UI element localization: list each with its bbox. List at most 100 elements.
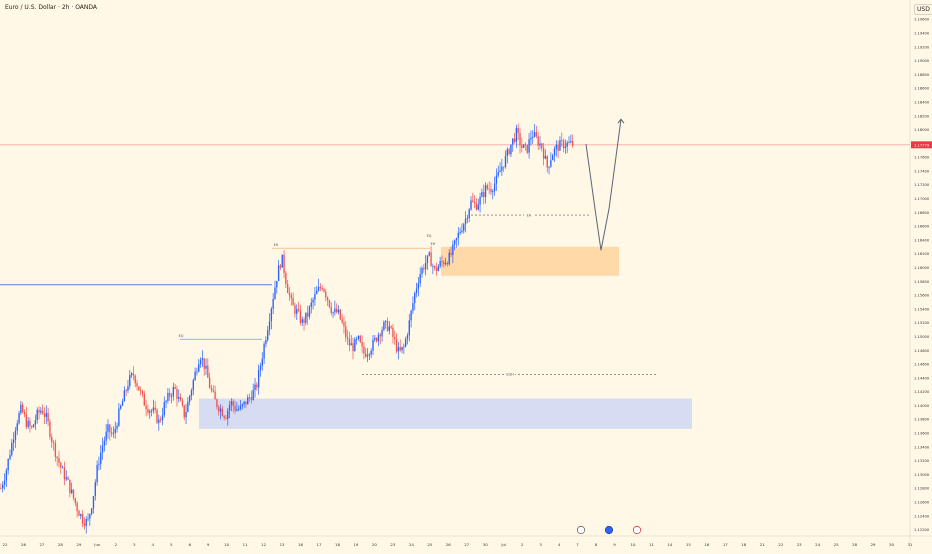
candle-body (562, 140, 565, 148)
candle-body (341, 319, 343, 323)
candle-body (110, 432, 113, 434)
price-tick-label: 1.12800 (914, 487, 930, 491)
candle-body (435, 267, 438, 271)
candle-body (463, 224, 465, 231)
candle-body (417, 283, 420, 289)
high-label: EH (274, 243, 279, 247)
price-tick-label: 1.19200 (914, 45, 930, 49)
candle-body (559, 140, 561, 151)
candle-body (296, 309, 298, 314)
projection-path (585, 119, 622, 251)
candle-body (150, 410, 153, 412)
candle-body (421, 267, 423, 275)
candle-body (370, 350, 372, 355)
candle-body (332, 312, 334, 314)
candle-body (107, 424, 109, 432)
time-tick-label: 30 (483, 542, 488, 547)
candle-body (334, 308, 336, 313)
candle-body (270, 308, 273, 322)
candle-body (339, 309, 342, 320)
candle-body (428, 252, 430, 256)
event-icon (632, 525, 642, 535)
candle-body (501, 166, 503, 171)
candle-body (103, 440, 106, 446)
time-tick-label: 4 (152, 542, 155, 547)
price-tick-label: 1.13800 (914, 418, 930, 422)
candle-body (348, 339, 351, 346)
candle-body (394, 337, 396, 340)
time-tick-label: 8 (595, 542, 598, 547)
candle-body (328, 300, 331, 308)
candle-body (81, 514, 84, 524)
price-tick-label: 1.16400 (914, 238, 930, 242)
candle-body (156, 409, 158, 423)
candle-body (286, 284, 289, 293)
candle-body (541, 143, 543, 149)
candle-body (483, 192, 485, 197)
candle-body (277, 265, 280, 281)
candle-body (247, 397, 249, 405)
candle-body (241, 404, 243, 406)
candle-body (239, 405, 242, 409)
candle-body (434, 266, 436, 268)
candle-body (385, 320, 387, 322)
candle-body (330, 307, 332, 313)
candle-body (14, 430, 17, 440)
candle-body (323, 289, 325, 292)
candle-body (272, 299, 274, 309)
candle-body (473, 201, 476, 204)
candle-body (228, 405, 231, 411)
price-tick-label: 1.13000 (914, 473, 930, 477)
time-tick-label: 3 (133, 542, 136, 547)
time-tick-label: 26 (446, 542, 451, 547)
candle-body (363, 346, 365, 354)
candle-body (423, 267, 425, 270)
time-tick-label: 7 (576, 542, 579, 547)
candle-body (51, 436, 53, 443)
price-tick-label: 1.16000 (914, 266, 930, 270)
candle-body (497, 172, 499, 176)
candle-body (502, 166, 505, 168)
candle-body (288, 292, 291, 296)
symbol-title[interactable]: Euro / U.S. Dollar · 2h · OANDA (5, 4, 98, 11)
candle-body (96, 464, 98, 483)
candle-body (524, 144, 527, 146)
candle-body (145, 405, 147, 410)
candle-body (566, 142, 568, 147)
time-tick-label: 31 (908, 542, 913, 547)
candle-body (32, 424, 35, 428)
high-label: EQ (179, 334, 184, 338)
candle-body (58, 458, 60, 463)
candle-body (43, 413, 46, 417)
candle-body (52, 442, 55, 443)
candle-body (118, 408, 120, 426)
candle-body (40, 410, 42, 413)
time-tick-label: 27 (464, 542, 469, 547)
price-tick-label: 1.18000 (914, 128, 930, 132)
candle-body (397, 347, 400, 352)
candle-body (256, 384, 258, 388)
candle-body (176, 388, 178, 399)
candle-body (357, 335, 360, 339)
candle-body (343, 322, 345, 327)
time-tick-label: Jun (93, 542, 101, 547)
current-price-label: 1.17779 (914, 143, 930, 147)
currency-button[interactable]: USD (914, 4, 932, 15)
demand-zone-orange (441, 246, 619, 276)
candle-body (550, 160, 552, 167)
candle-body (174, 387, 176, 389)
price-tick-label: 1.15400 (914, 307, 930, 311)
candle-body (34, 420, 37, 425)
candle-body (475, 203, 478, 210)
candle-body (285, 273, 287, 285)
price-tick-label: 1.15800 (914, 280, 930, 284)
price-tick-label: 1.15000 (914, 335, 930, 339)
candle-body (221, 408, 224, 417)
candle-body (38, 409, 40, 413)
candle-body (27, 420, 29, 427)
candle-body (67, 477, 69, 480)
time-tick-label: 22 (778, 542, 783, 547)
candle-body (125, 390, 127, 392)
